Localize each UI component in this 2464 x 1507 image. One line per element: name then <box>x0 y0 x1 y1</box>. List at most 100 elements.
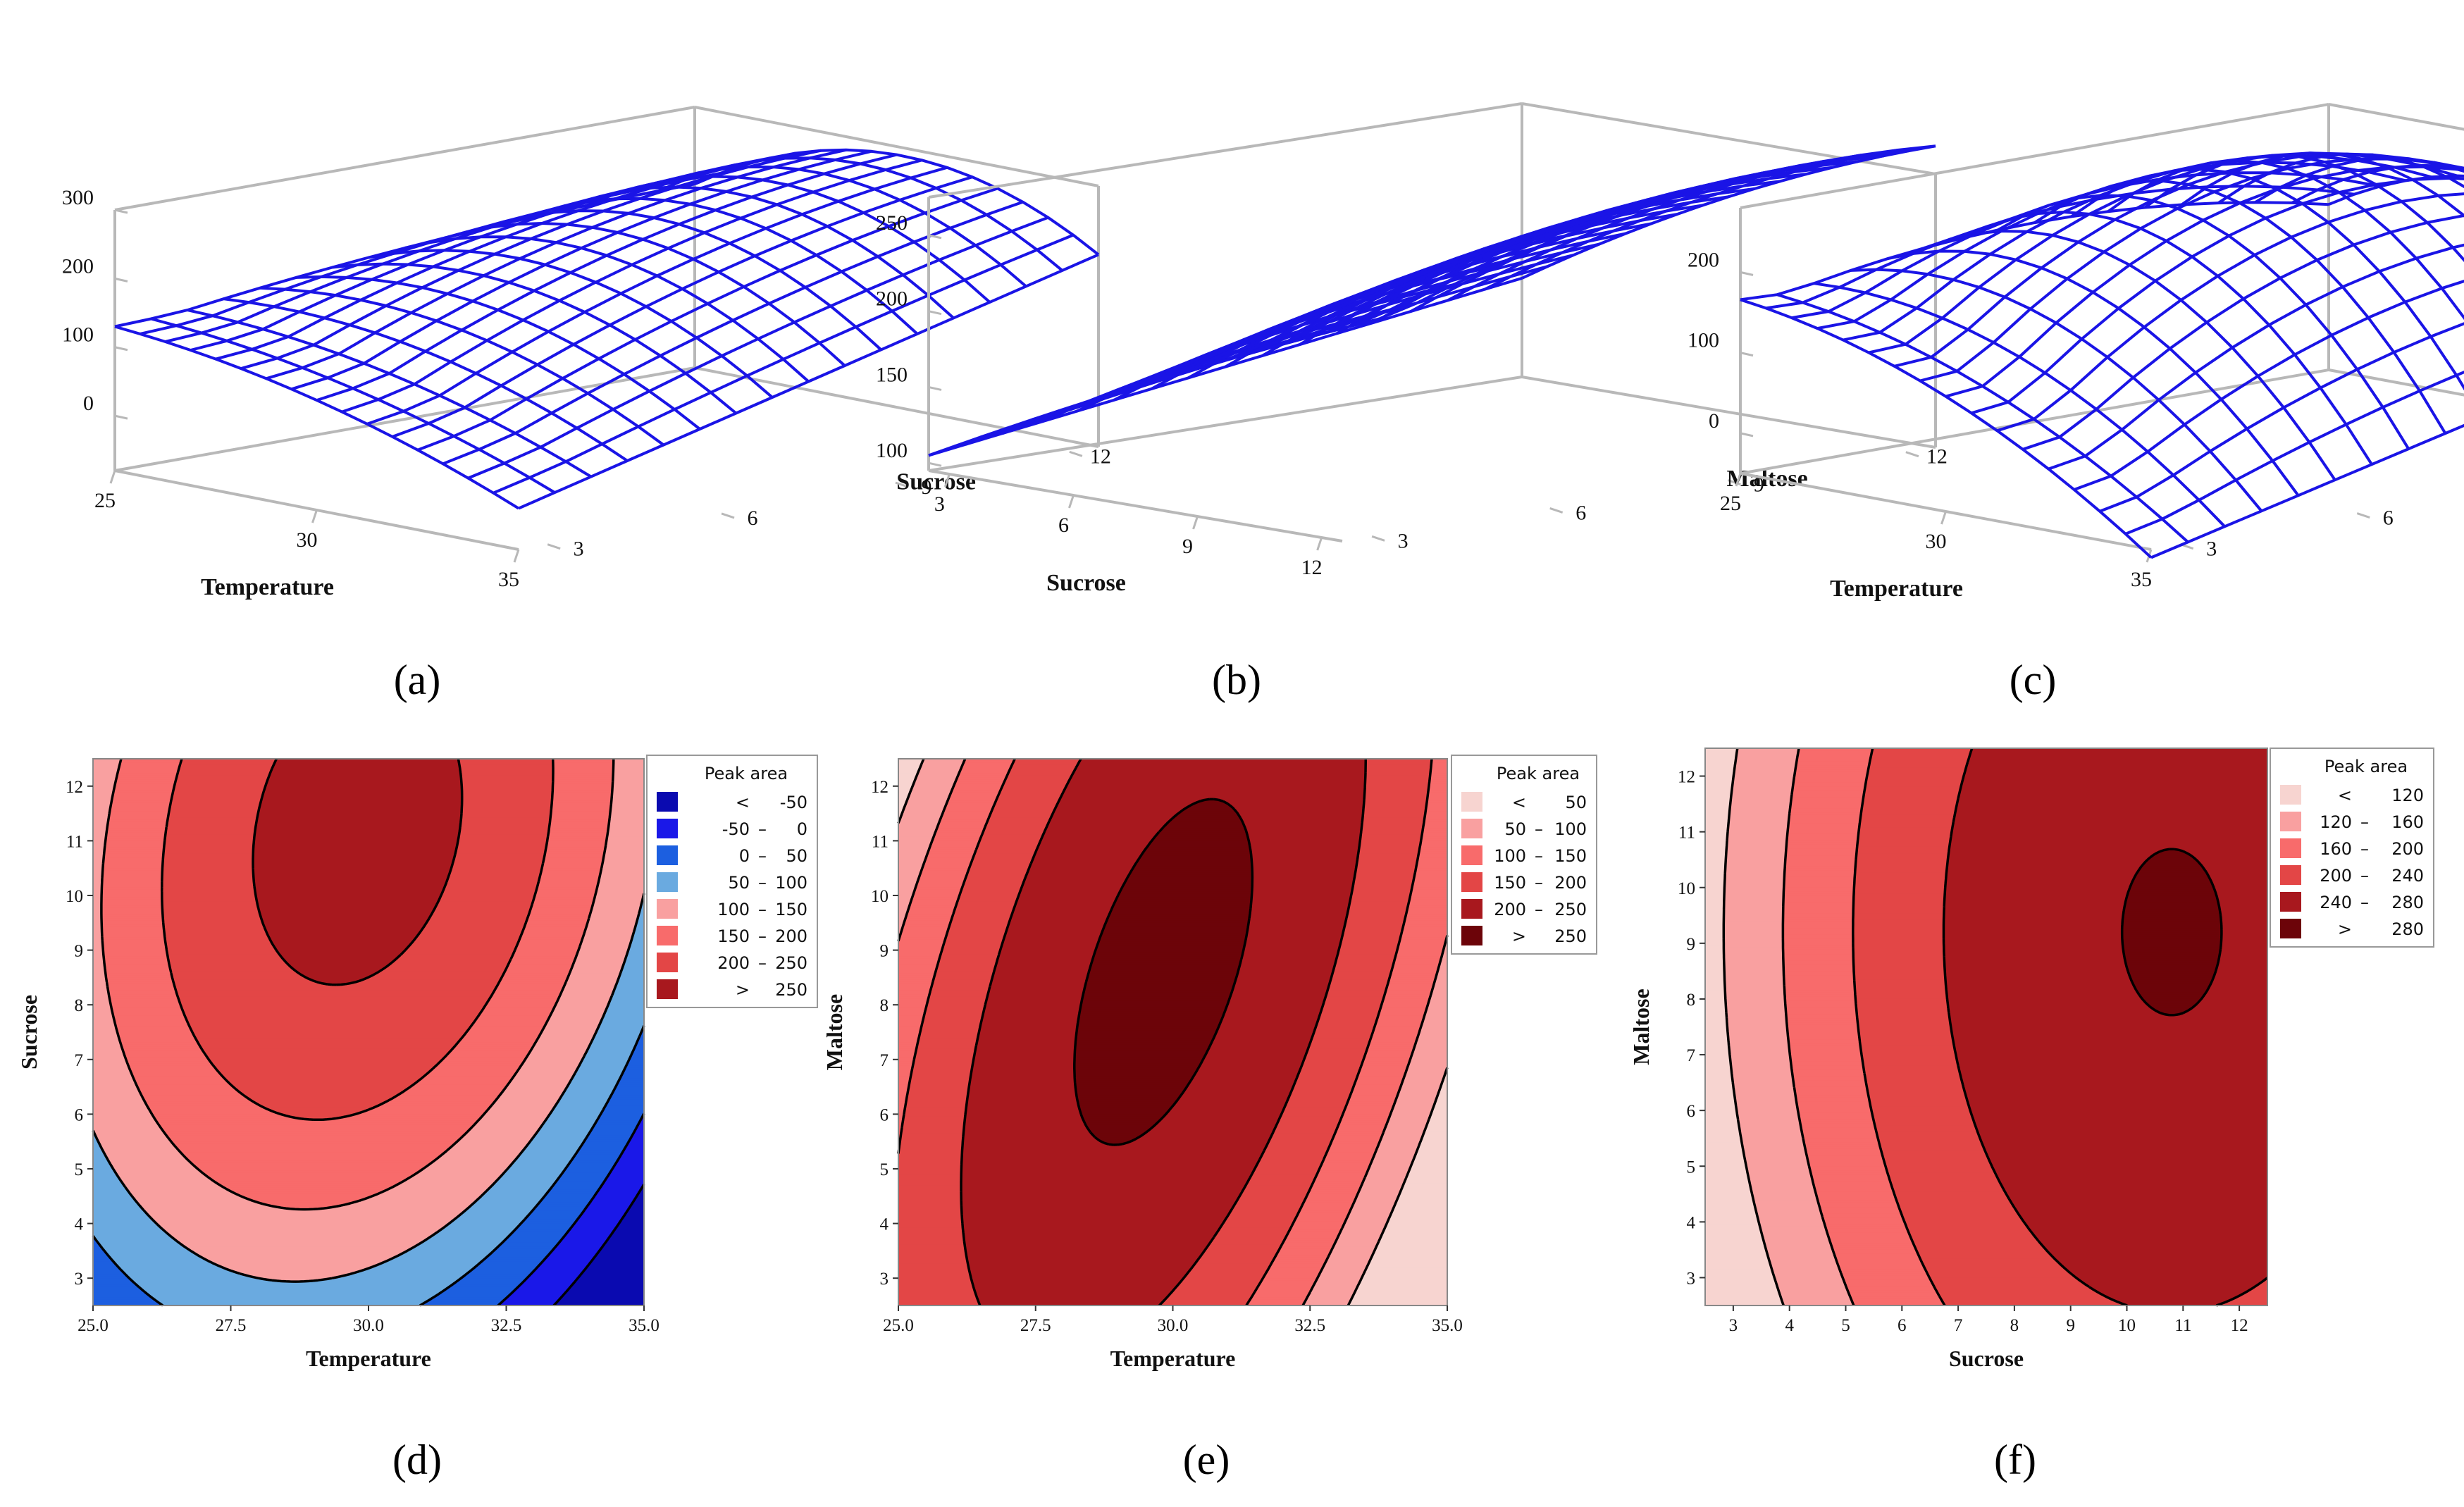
contour-band <box>163 864 253 867</box>
contour-band <box>1361 1065 1408 1069</box>
contour-band <box>336 1276 462 1279</box>
contour-band <box>2155 1010 2188 1012</box>
contour-band <box>1422 1019 1448 1022</box>
surface-frame-edge <box>2328 103 2464 131</box>
contour-band <box>912 1065 973 1069</box>
contour-band <box>588 1263 645 1266</box>
contour-band <box>1128 1141 1268 1144</box>
contour-band <box>612 792 645 795</box>
contour-band <box>961 885 1024 888</box>
contour-band <box>1856 998 1948 1002</box>
contour-band <box>1274 1259 1327 1262</box>
contour-band <box>601 1185 643 1189</box>
contour-band <box>163 855 253 858</box>
contour-band <box>1724 956 1784 959</box>
z-tick <box>928 310 942 316</box>
contour-band <box>965 1116 1083 1119</box>
contour-band <box>93 868 104 871</box>
contour-band <box>908 796 950 800</box>
contour-band <box>1194 1263 1270 1266</box>
contour-band <box>910 1076 971 1079</box>
contour-band <box>1230 998 1325 1001</box>
contour-band <box>156 1223 447 1227</box>
contour-band <box>940 956 998 960</box>
contour-band <box>951 916 1011 919</box>
contour-band <box>462 792 554 795</box>
contour-band <box>982 830 1045 833</box>
contour-band <box>1378 1019 1423 1022</box>
contour-band <box>1789 1053 1862 1055</box>
contour-band <box>915 889 962 892</box>
contour-band <box>1958 802 2268 805</box>
contour-band <box>599 874 645 877</box>
contour-band <box>898 767 920 770</box>
contour-band <box>1856 844 1950 848</box>
contour-band <box>1075 1050 1208 1054</box>
contour-band <box>1705 757 1736 759</box>
contour-band <box>201 1046 454 1050</box>
legend-high: -50 <box>780 793 807 812</box>
contour-band <box>326 1278 460 1281</box>
contour-band <box>898 1215 962 1218</box>
contour-band <box>523 1219 577 1222</box>
contour-band <box>1789 1043 1862 1047</box>
contour-band <box>1361 1063 1410 1067</box>
contour-band <box>1200 1063 1302 1067</box>
contour-band <box>1947 996 2143 1000</box>
contour-band <box>519 1225 573 1229</box>
contour-band <box>898 879 918 881</box>
contour-band <box>1392 1208 1448 1212</box>
contour-band <box>1787 842 1857 845</box>
contour-band <box>1363 1061 1410 1065</box>
contour-band <box>171 802 261 806</box>
contour-band <box>961 1152 1264 1155</box>
contour-band <box>1724 885 1784 888</box>
contour-band <box>548 1253 598 1255</box>
contour-band <box>462 807 552 810</box>
contour-band <box>2198 860 2268 862</box>
contour-band <box>2220 958 2268 961</box>
contour-band <box>470 1129 539 1131</box>
contour-band <box>1378 1242 1448 1246</box>
contour-band <box>1365 790 1429 793</box>
y-tick-label: 12 <box>871 778 889 797</box>
contour-band <box>381 1103 493 1107</box>
contour-band <box>93 1299 155 1302</box>
contour-band <box>1705 802 1732 805</box>
contour-band <box>2191 1007 2268 1010</box>
contour-band <box>931 979 992 982</box>
contour-line <box>252 758 464 986</box>
contour-band <box>921 866 971 869</box>
contour-band <box>2183 1012 2268 1015</box>
contour-band <box>1953 817 2268 819</box>
contour-band <box>900 1141 962 1144</box>
contour-band <box>584 931 634 934</box>
contour-band <box>898 1022 922 1024</box>
contour-band <box>919 1032 979 1035</box>
contour-band <box>915 1050 975 1054</box>
contour-band <box>550 819 611 823</box>
contour-band <box>2148 857 2197 860</box>
contour-band <box>2222 919 2268 923</box>
contour-band <box>1103 926 1249 930</box>
contour-band <box>1705 853 1728 856</box>
contour-band <box>1096 1137 1138 1140</box>
contour-band <box>1705 990 1726 993</box>
contour-band <box>944 809 992 812</box>
contour-band <box>108 817 168 821</box>
mesh-line-y <box>928 276 1523 457</box>
contour-band <box>114 788 174 791</box>
contour-band <box>965 1105 1079 1109</box>
contour-band <box>192 1032 466 1035</box>
contour-band <box>161 891 257 894</box>
contour-band <box>472 1267 537 1270</box>
contour-band <box>622 967 645 970</box>
contour-band <box>1731 804 1790 807</box>
contour-band <box>1003 935 1102 938</box>
contour-band <box>1397 1095 1437 1098</box>
contour-band <box>967 1267 1193 1270</box>
contour-band <box>612 1091 645 1094</box>
contour-band <box>1409 903 1448 907</box>
contour-band <box>944 807 994 810</box>
contour-band <box>476 1265 539 1268</box>
